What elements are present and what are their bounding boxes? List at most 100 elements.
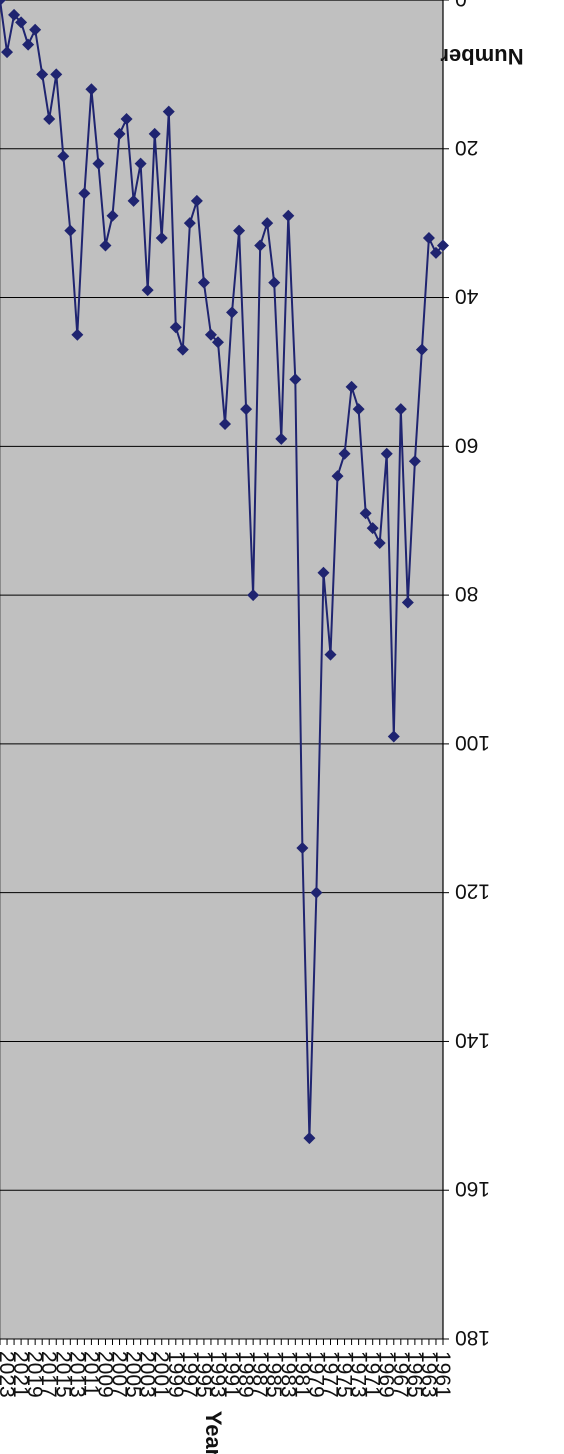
data-point — [211, 336, 224, 349]
data-point — [317, 566, 330, 579]
y-tick-label: 80 — [455, 582, 478, 605]
y-tick-label: 100 — [455, 731, 490, 754]
data-point — [0, 0, 6, 6]
data-point — [408, 455, 421, 468]
y-tick-label: 160 — [455, 1177, 490, 1200]
data-point — [310, 886, 323, 899]
data-point — [219, 418, 232, 431]
data-point — [233, 224, 246, 237]
data-point — [437, 239, 449, 252]
y-tick-label: 180 — [455, 1326, 490, 1349]
data-point — [296, 842, 309, 855]
x-tick-label: 1965 — [403, 1351, 426, 1398]
data-point — [162, 105, 175, 118]
data-point — [22, 38, 35, 51]
data-point — [303, 1132, 316, 1145]
data-point — [359, 507, 372, 520]
data-point — [226, 306, 239, 319]
data-point — [43, 113, 56, 126]
data-point — [324, 648, 337, 661]
data-point — [345, 380, 358, 393]
x-tick-label: 1979 — [304, 1351, 327, 1398]
data-point — [387, 730, 400, 743]
data-point — [120, 113, 133, 126]
x-tick-label: 1985 — [262, 1351, 285, 1398]
x-tick-label: 2019 — [23, 1351, 46, 1398]
x-tick-label: 2005 — [122, 1351, 145, 1398]
data-point — [127, 194, 140, 207]
data-point — [204, 328, 217, 341]
x-tick-label: 1999 — [164, 1351, 187, 1398]
data-point — [106, 209, 119, 222]
x-tick-label: 2009 — [93, 1351, 116, 1398]
data-point — [401, 596, 414, 609]
data-point — [338, 447, 351, 460]
data-point — [99, 239, 112, 252]
x-tick-label: 2021 — [9, 1351, 32, 1398]
x-tick-label: 2017 — [37, 1351, 60, 1398]
x-tick-label: 2003 — [136, 1351, 159, 1398]
x-tick-label: 2023 — [0, 1351, 18, 1398]
data-point — [169, 321, 182, 334]
x-tick-label: 2007 — [108, 1351, 131, 1398]
plot-area — [0, 0, 444, 1340]
data-point — [1, 46, 14, 59]
x-tick-label: 1967 — [389, 1351, 412, 1398]
data-point — [268, 276, 281, 289]
data-point — [64, 224, 77, 237]
y-tick-label: 40 — [455, 285, 478, 308]
x-tick-label: 1977 — [318, 1351, 341, 1398]
data-point — [176, 343, 189, 356]
data-point — [254, 239, 267, 252]
data-point — [275, 432, 288, 445]
series-line — [0, 0, 444, 1139]
data-point — [247, 589, 260, 602]
x-tick-label: 1975 — [333, 1351, 356, 1398]
y-tick-label: 120 — [455, 880, 490, 903]
data-point — [113, 127, 126, 140]
x-tick-label: 1993 — [206, 1351, 229, 1398]
data-point — [8, 8, 21, 21]
data-point — [366, 522, 379, 535]
x-tick-label: 1991 — [220, 1351, 243, 1398]
data-point — [261, 217, 274, 230]
data-point — [155, 232, 168, 245]
data-point — [415, 343, 428, 356]
data-point — [15, 16, 28, 29]
data-point — [380, 447, 393, 460]
data-point — [429, 246, 442, 259]
data-point — [36, 68, 49, 81]
data-point — [57, 150, 70, 163]
y-tick-label: 140 — [455, 1028, 490, 1051]
x-tick-label: 1961 — [431, 1351, 454, 1398]
x-tick-label: 1969 — [375, 1351, 398, 1398]
x-tick-label: 1989 — [234, 1351, 257, 1398]
data-point — [134, 157, 147, 170]
data-point — [29, 23, 42, 36]
data-point — [197, 276, 210, 289]
data-point — [289, 373, 302, 386]
data-point — [148, 127, 161, 140]
data-point — [190, 194, 203, 207]
x-tick-label: 2001 — [150, 1351, 173, 1398]
x-tick-label: 1971 — [361, 1351, 384, 1398]
x-tick-label: 2011 — [79, 1351, 102, 1396]
x-tick-label: 1987 — [248, 1351, 271, 1398]
data-point — [183, 217, 196, 230]
data-point — [373, 537, 386, 550]
x-tick-label: 1963 — [417, 1351, 440, 1398]
x-tick-label: 2015 — [51, 1351, 74, 1398]
data-point — [331, 470, 344, 483]
x-axis-label: Year — [201, 1411, 226, 1454]
x-tick-label: 1981 — [290, 1351, 313, 1398]
data-point — [71, 328, 84, 341]
y-tick-label: 20 — [455, 136, 478, 159]
data-point — [141, 284, 154, 297]
x-tick-label: 1995 — [192, 1351, 215, 1398]
data-point — [78, 187, 91, 200]
data-point — [50, 68, 63, 81]
data-point — [240, 403, 253, 416]
data-point — [85, 83, 98, 96]
y-axis-label: Number — [440, 44, 524, 69]
